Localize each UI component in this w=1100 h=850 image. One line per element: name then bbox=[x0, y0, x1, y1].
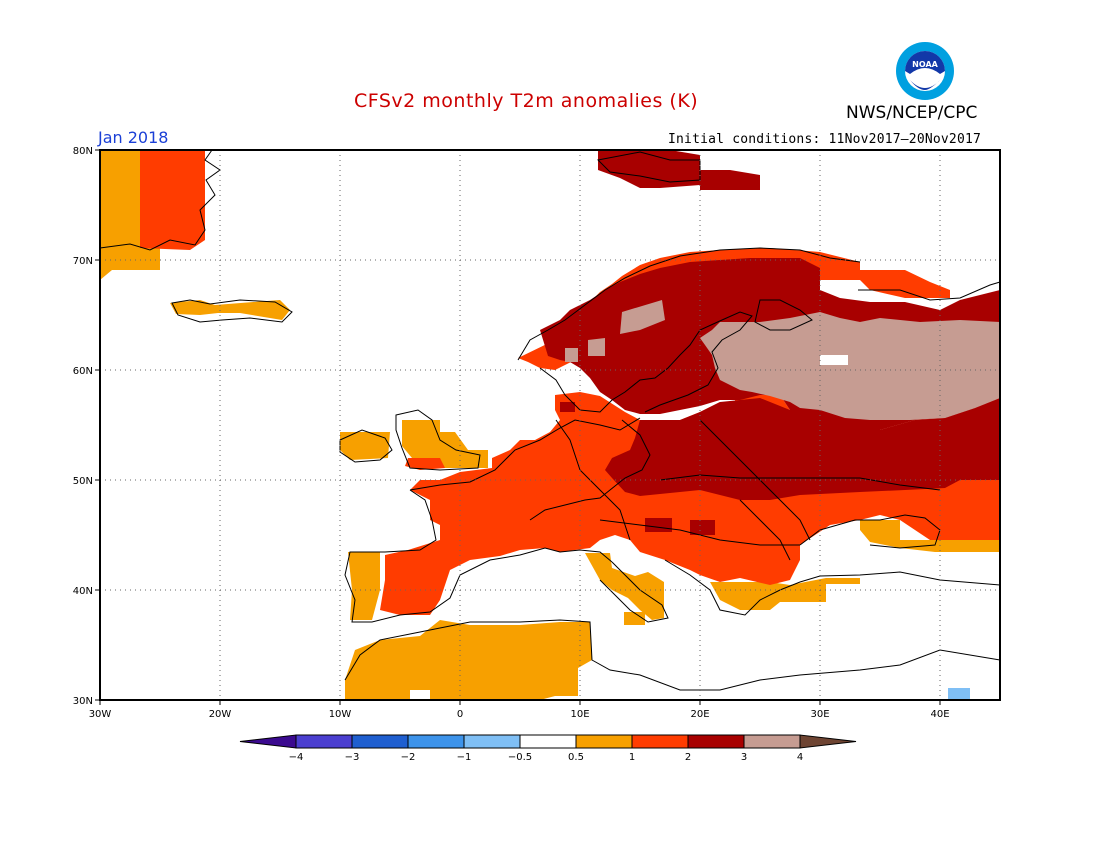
colorbar-swatch bbox=[687, 734, 745, 749]
lon-label-0: 0 bbox=[457, 709, 463, 720]
lat-label-40n: 40N bbox=[73, 586, 93, 597]
colorbar-swatch bbox=[519, 734, 577, 749]
colorbar-tick-label: −2 bbox=[401, 752, 416, 763]
colorbar-swatch bbox=[407, 734, 465, 749]
colorbar-tick-label: −4 bbox=[289, 752, 304, 763]
initial-conditions: Initial conditions: 11Nov2017–20Nov2017 bbox=[668, 132, 982, 147]
colorbar-tick-label: −0.5 bbox=[508, 752, 532, 763]
colorbar-swatch bbox=[463, 734, 521, 749]
colorbar-arrow-low bbox=[239, 734, 297, 749]
colorbar-tick-label: 0.5 bbox=[568, 752, 584, 763]
map-frame bbox=[99, 149, 1001, 701]
lon-label-10e: 10E bbox=[570, 709, 589, 720]
colorbar: −4 −3 −2 −1 −0.5 0.5 1 2 3 4 bbox=[239, 734, 857, 763]
map-title: CFSv2 monthly T2m anomalies (K) bbox=[354, 90, 699, 112]
lat-label-80n: 80N bbox=[73, 146, 93, 157]
lon-label-10w: 10W bbox=[329, 709, 352, 720]
colorbar-tick-label: 4 bbox=[797, 752, 803, 763]
colorbar-tick-label: 1 bbox=[629, 752, 635, 763]
noaa-logo-icon: NOAA bbox=[896, 42, 954, 100]
lon-label-40e: 40E bbox=[930, 709, 949, 720]
lon-label-20e: 20E bbox=[690, 709, 709, 720]
axis-ticks bbox=[95, 149, 941, 705]
lon-label-30w: 30W bbox=[89, 709, 112, 720]
colorbar-swatch bbox=[575, 734, 633, 749]
lat-label-70n: 70N bbox=[73, 256, 93, 267]
lat-label-30n: 30N bbox=[73, 696, 93, 707]
anomaly-3-4-layer bbox=[565, 300, 1000, 420]
lon-label-20w: 20W bbox=[209, 709, 232, 720]
colorbar-swatch bbox=[295, 734, 353, 749]
anomaly-0.5-1-layer bbox=[100, 150, 1000, 700]
lat-label-50n: 50N bbox=[73, 476, 93, 487]
forecast-month: Jan 2018 bbox=[98, 128, 169, 147]
colorbar-swatch bbox=[743, 734, 801, 749]
org-label: NWS/NCEP/CPC bbox=[846, 103, 978, 123]
colorbar-tick-label: 2 bbox=[685, 752, 691, 763]
svg-text:NOAA: NOAA bbox=[912, 60, 938, 69]
graticule bbox=[100, 150, 1000, 700]
lat-label-60n: 60N bbox=[73, 366, 93, 377]
anomaly-negative-cell bbox=[948, 688, 970, 700]
colorbar-tick-label: −3 bbox=[345, 752, 360, 763]
colorbar-tick-label: 3 bbox=[741, 752, 747, 763]
colorbar-swatch bbox=[631, 734, 689, 749]
colorbar-swatch bbox=[351, 734, 409, 749]
lon-label-30e: 30E bbox=[810, 709, 829, 720]
colorbar-tick-label: −1 bbox=[457, 752, 472, 763]
colorbar-arrow-high bbox=[799, 734, 857, 749]
